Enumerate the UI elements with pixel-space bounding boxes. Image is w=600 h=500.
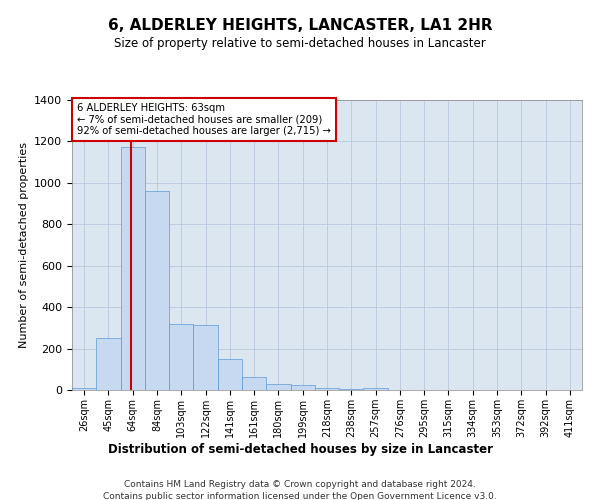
Bar — [290, 386, 315, 390]
Text: Size of property relative to semi-detached houses in Lancaster: Size of property relative to semi-detach… — [114, 38, 486, 51]
Bar — [315, 388, 339, 390]
Text: 6, ALDERLEY HEIGHTS, LANCASTER, LA1 2HR: 6, ALDERLEY HEIGHTS, LANCASTER, LA1 2HR — [107, 18, 493, 32]
Bar — [96, 338, 121, 390]
Bar — [72, 388, 96, 390]
Bar — [145, 191, 169, 390]
Text: Contains public sector information licensed under the Open Government Licence v3: Contains public sector information licen… — [103, 492, 497, 500]
Bar — [121, 146, 145, 390]
Y-axis label: Number of semi-detached properties: Number of semi-detached properties — [19, 142, 29, 348]
Bar — [364, 388, 388, 390]
Bar — [242, 376, 266, 390]
Text: 6 ALDERLEY HEIGHTS: 63sqm
← 7% of semi-detached houses are smaller (209)
92% of : 6 ALDERLEY HEIGHTS: 63sqm ← 7% of semi-d… — [77, 103, 331, 136]
Text: Distribution of semi-detached houses by size in Lancaster: Distribution of semi-detached houses by … — [107, 442, 493, 456]
Bar — [266, 384, 290, 390]
Bar — [193, 325, 218, 390]
Bar — [169, 324, 193, 390]
Text: Contains HM Land Registry data © Crown copyright and database right 2024.: Contains HM Land Registry data © Crown c… — [124, 480, 476, 489]
Bar — [218, 359, 242, 390]
Bar — [339, 389, 364, 390]
